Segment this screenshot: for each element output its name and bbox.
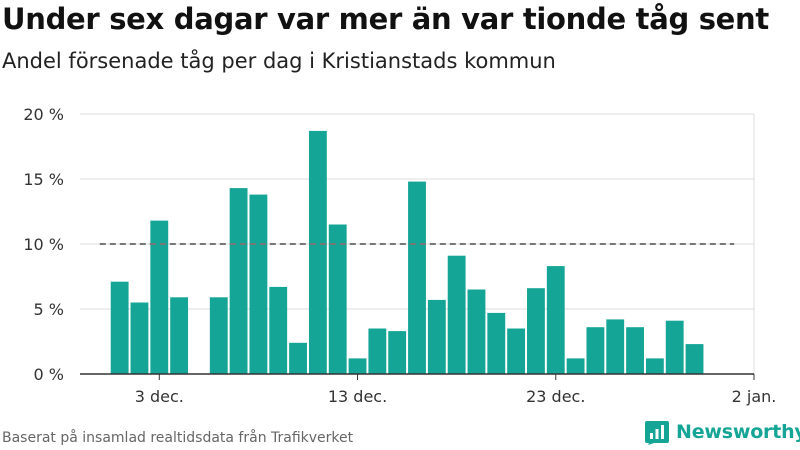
bar-2023-12-20	[487, 312, 506, 374]
bar-2023-12-14	[368, 328, 387, 374]
bar-2023-12-30	[685, 344, 704, 374]
bar-2023-12-11	[308, 130, 327, 374]
y-tick-label: 5 %	[34, 300, 64, 319]
x-tick-label: 13 dec.	[328, 387, 387, 406]
bar-2023-12-28	[645, 358, 664, 374]
bar-2023-12-23	[546, 266, 565, 374]
brand-name: Newsworthy	[676, 421, 800, 443]
newsworthy-logo-icon	[645, 421, 669, 445]
bar-2023-12-06	[209, 297, 228, 374]
y-tick-label: 20 %	[23, 105, 64, 124]
bar-2023-12-26	[606, 319, 625, 374]
bar-2023-12-07	[229, 188, 248, 374]
bar-2023-12-24	[566, 358, 585, 374]
bar-2023-12-03	[150, 220, 169, 374]
bar-2023-12-09	[269, 286, 288, 374]
axes: 0 % 5 % 10 % 15 % 20 % 3 dec. 13 dec. 23 dec. 2 …	[23, 105, 776, 406]
bar-2023-12-19	[467, 289, 486, 374]
bar-2023-12-21	[507, 328, 526, 374]
chart-subtitle: Andel försenade tåg per dag i Kristianst…	[2, 49, 556, 73]
x-tick-label: 23 dec.	[526, 387, 585, 406]
bar-2023-12-13	[348, 358, 367, 374]
bar-2023-12-04	[170, 297, 189, 374]
x-tick-label: 3 dec.	[135, 387, 184, 406]
bar-2023-12-25	[586, 327, 605, 374]
bar-2023-12-12	[328, 224, 347, 374]
bar-2023-12-27	[626, 327, 644, 374]
source-footer: Baserat på insamlad realtidsdata från Tr…	[2, 430, 354, 446]
bar-2023-12-29	[665, 320, 684, 374]
y-tick-label: 0 %	[34, 365, 64, 384]
bar-2023-12-18	[447, 255, 466, 374]
brand-logo[interactable]: Newsworthy	[644, 419, 800, 445]
bar-2023-12-22	[527, 288, 545, 374]
bar-2023-12-10	[289, 342, 307, 374]
bars	[110, 130, 704, 374]
bar-2023-12-02	[130, 302, 149, 374]
bar-2023-12-17	[427, 299, 446, 374]
y-tick-label: 10 %	[23, 235, 64, 254]
bar-2023-12-16	[408, 181, 426, 374]
y-tick-label: 15 %	[23, 170, 64, 189]
bar-2023-12-15	[388, 331, 407, 374]
x-tick-label: 2 jan.	[732, 387, 777, 406]
chart-title: Under sex dagar var mer än var tionde tå…	[2, 2, 769, 36]
bar-2023-12-08	[249, 194, 268, 374]
bar-2023-12-01	[110, 281, 129, 374]
